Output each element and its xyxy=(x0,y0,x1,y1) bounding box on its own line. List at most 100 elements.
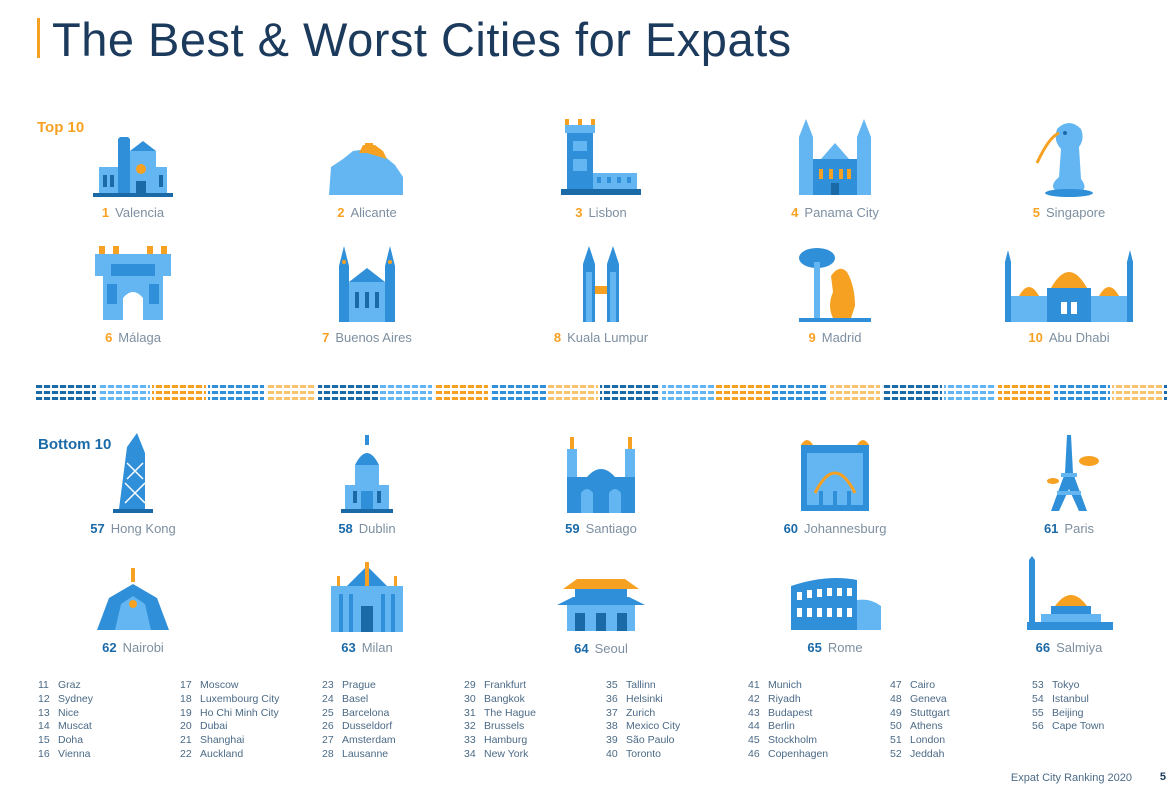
city-caption: 4 Panama City xyxy=(791,205,879,220)
city-caption: 3 Lisbon xyxy=(575,205,627,220)
rank-row: 41 Munich xyxy=(748,679,802,691)
city-caption: 10 Abu Dhabi xyxy=(1028,330,1110,345)
city-caption: 5 Singapore xyxy=(1032,205,1106,220)
eiffel-tower-icon xyxy=(1047,435,1099,511)
top10-heading: Top 10 xyxy=(37,119,85,136)
rank-row: 27 Amsterdam xyxy=(322,734,396,747)
gothic-church-icon xyxy=(339,246,395,322)
rank-column: 35 Tallinn 36 Helsinki 37 Zurich 38 Mexico C… xyxy=(606,679,680,762)
rank-row: 51 London xyxy=(890,734,946,747)
rank-row: 48 Geneva xyxy=(890,692,947,705)
page-number: 5 xyxy=(1159,771,1166,783)
city-caption: 63 Milan xyxy=(341,640,393,655)
bear-tree-statue-icon xyxy=(799,248,871,322)
milan-cathedral-icon xyxy=(331,562,403,632)
city-caption: 64 Seoul xyxy=(574,641,628,656)
rank-row: 20 Dubai xyxy=(180,720,228,733)
city-dublin: 58 Dublin xyxy=(257,433,477,536)
decorative-divider xyxy=(36,383,1167,403)
city-kuala-lumpur: 8 Kuala Lumpur xyxy=(491,246,711,345)
tower-dome-icon xyxy=(1027,556,1113,630)
fortress-gate-icon xyxy=(95,246,171,320)
city-caption: 9 Madrid xyxy=(808,330,862,345)
rank-row: 16 Vienna xyxy=(38,747,91,760)
rank-row: 47 Cairo xyxy=(890,679,936,691)
rank-row: 50 Athens xyxy=(890,720,943,733)
domed-building-icon xyxy=(341,435,393,513)
rank-row: 32 Brussels xyxy=(464,720,525,733)
city-seoul: 64 Seoul xyxy=(491,575,711,656)
city-hong-kong: 57 Hong Kong xyxy=(23,433,243,536)
rank-row: 30 Bangkok xyxy=(464,692,525,705)
rank-row: 22 Auckland xyxy=(180,747,244,760)
title-accent-bar xyxy=(37,18,40,58)
city-milan: 63 Milan xyxy=(257,562,477,655)
skyscraper-icon xyxy=(113,433,153,513)
rank-column: 41 Munich 42 Riyadh 43 Budapest 44 Berlin 45… xyxy=(748,679,828,762)
petronas-towers-icon xyxy=(583,246,619,322)
rank-row: 37 Zurich xyxy=(606,706,656,719)
rank-row: 43 Budapest xyxy=(748,706,813,719)
rank-row: 29 Frankfurt xyxy=(464,679,527,691)
rank-row: 18 Luxembourg City xyxy=(180,692,280,705)
arched-hall-icon xyxy=(801,440,869,511)
rank-row: 28 Lausanne xyxy=(322,747,389,760)
city-caption: 65 Rome xyxy=(807,640,863,655)
rank-column: 47 Cairo 48 Geneva 49 Stuttgart 50 Athens 51… xyxy=(890,679,950,762)
city-salmiya: 66 Salmiya xyxy=(959,556,1176,655)
city-santiago: 59 Santiago xyxy=(491,433,711,536)
rank-column: 17 Moscow 18 Luxembourg City 19 Ho Chi Minh… xyxy=(180,679,279,762)
rank-column: 23 Prague 24 Basel 25 Barcelona 26 Dusseldor… xyxy=(322,679,396,762)
rank-row: 34 New York xyxy=(464,747,529,760)
rank-row: 24 Basel xyxy=(322,692,369,705)
colosseum-icon xyxy=(791,578,881,630)
city-caption: 62 Nairobi xyxy=(102,640,164,655)
rank-row: 44 Berlin xyxy=(748,720,795,733)
rank-row: 55 Beijing xyxy=(1032,706,1084,719)
cathedral-towers-icon xyxy=(567,437,635,513)
merlion-icon xyxy=(1035,123,1093,197)
city-caption: 8 Kuala Lumpur xyxy=(553,330,649,345)
city-abu-dhabi: 10 Abu Dhabi xyxy=(959,246,1176,345)
rank-row: 56 Cape Town xyxy=(1032,720,1105,733)
rank-row: 35 Tallinn xyxy=(606,679,656,691)
rank-row: 14 Muscat xyxy=(38,720,92,733)
rank-row: 25 Barcelona xyxy=(322,706,390,719)
rank-row: 36 Helsinki xyxy=(606,692,663,705)
city-caption: 58 Dublin xyxy=(338,521,396,536)
rank-row: 54 Istanbul xyxy=(1032,692,1089,705)
conference-centre-icon xyxy=(97,568,169,630)
rank-row: 13 Nice xyxy=(38,706,80,719)
twin-tower-church-icon xyxy=(799,119,871,195)
rank-row: 17 Moscow xyxy=(180,679,239,691)
rank-column: 11 Graz 12 Sydney 13 Nice 14 Muscat 15 Doha 1… xyxy=(38,679,93,762)
rank-row: 15 Doha xyxy=(38,734,84,747)
castle-hill-icon xyxy=(329,143,403,195)
city-buenos-aires: 7 Buenos Aires xyxy=(257,246,477,345)
city-paris: 61 Paris xyxy=(959,433,1176,536)
footer-text: Expat City Ranking 2020 xyxy=(1010,772,1132,784)
city-malaga: 6 Málaga xyxy=(23,246,243,345)
pagoda-gate-icon xyxy=(557,579,645,631)
belem-tower-icon xyxy=(561,119,641,195)
city-lisbon: 3 Lisbon xyxy=(491,119,711,220)
city-caption: 1 Valencia xyxy=(101,205,165,220)
city-caption: 57 Hong Kong xyxy=(90,521,176,536)
city-caption: 2 Alicante xyxy=(337,205,397,220)
rank-row: 23 Prague xyxy=(322,679,376,691)
city-alicante: 2 Alicante xyxy=(257,137,477,220)
city-valencia: 1 Valencia xyxy=(23,137,243,220)
rank-row: 45 Stockholm xyxy=(748,734,818,747)
rank-row: 33 Hamburg xyxy=(464,734,528,747)
city-singapore: 5 Singapore xyxy=(959,119,1176,220)
rank-row: 11 Graz xyxy=(38,679,81,691)
rank-column: 29 Frankfurt 30 Bangkok 31 The Hague 32 Brus… xyxy=(464,679,536,762)
city-panama-city: 4 Panama City xyxy=(725,119,945,220)
city-caption: 61 Paris xyxy=(1043,521,1095,536)
rank-column: 53 Tokyo 54 Istanbul 55 Beijing 56 Cape Town xyxy=(1032,679,1104,734)
rank-row: 49 Stuttgart xyxy=(890,706,950,719)
rank-row: 52 Jeddah xyxy=(890,747,945,760)
rank-row: 21 Shanghai xyxy=(180,734,245,747)
bottom10-heading: Bottom 10 xyxy=(38,436,112,453)
cathedral-icon xyxy=(93,137,173,197)
